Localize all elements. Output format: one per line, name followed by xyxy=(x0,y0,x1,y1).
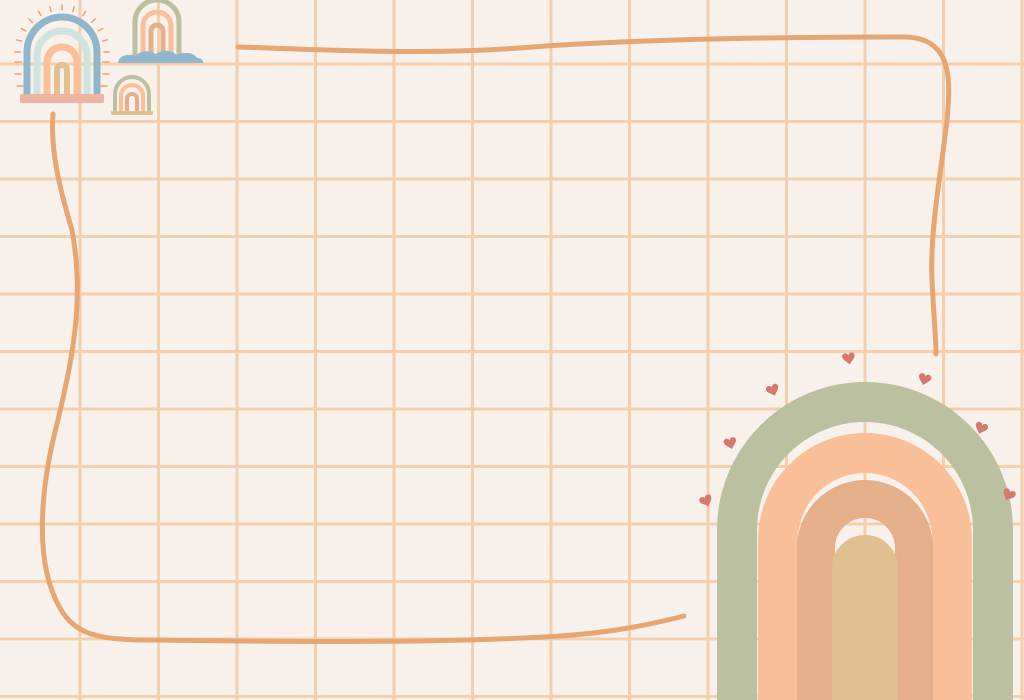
rainbow-arc-inner xyxy=(832,535,898,700)
big-rainbow-icon xyxy=(717,382,1013,700)
heart-icon xyxy=(765,383,779,396)
cloud-icon xyxy=(118,50,204,63)
small-rainbow-2 xyxy=(118,0,204,63)
rainbow-arc xyxy=(119,83,145,112)
sun-ray xyxy=(82,10,87,17)
rainbow-arc-3 xyxy=(797,480,933,700)
heart-icon xyxy=(1003,488,1016,501)
frame-left-bottom-stroke xyxy=(39,111,687,644)
small-rainbow-1 xyxy=(14,4,110,103)
rainbow-base xyxy=(20,94,104,103)
hearts-group xyxy=(699,352,1016,507)
rainbow-arc-2 xyxy=(758,433,972,700)
sun-ray xyxy=(20,27,27,32)
rainbow-arc-outer xyxy=(717,382,1013,700)
sun-ray xyxy=(90,18,96,24)
sun-ray xyxy=(28,18,34,24)
sun-ray xyxy=(72,5,75,13)
sun-ray xyxy=(101,39,109,42)
frame-top-right-stroke xyxy=(235,34,952,357)
small-rainbow-3 xyxy=(111,75,153,115)
sun-rays-icon xyxy=(14,4,110,87)
rainbow-arc xyxy=(54,62,70,96)
rainbow-icon xyxy=(23,13,101,96)
heart-icon xyxy=(723,437,737,450)
rainbow-arc xyxy=(33,27,91,96)
rainbow-arc xyxy=(125,92,139,112)
rainbow-icon xyxy=(132,0,182,56)
rainbow-arc xyxy=(148,22,166,56)
sun-ray xyxy=(97,27,104,32)
rainbow-base xyxy=(111,111,153,115)
heart-icon xyxy=(975,421,989,434)
heart-icon xyxy=(842,352,855,365)
sun-ray xyxy=(15,39,23,42)
sun-ray xyxy=(37,10,42,17)
heart-icon xyxy=(699,494,712,507)
rainbow-arc xyxy=(140,9,174,56)
heart-icon xyxy=(918,373,932,386)
rainbow-arc xyxy=(43,43,81,96)
rainbow-icon xyxy=(113,75,151,112)
sun-ray xyxy=(49,5,52,13)
